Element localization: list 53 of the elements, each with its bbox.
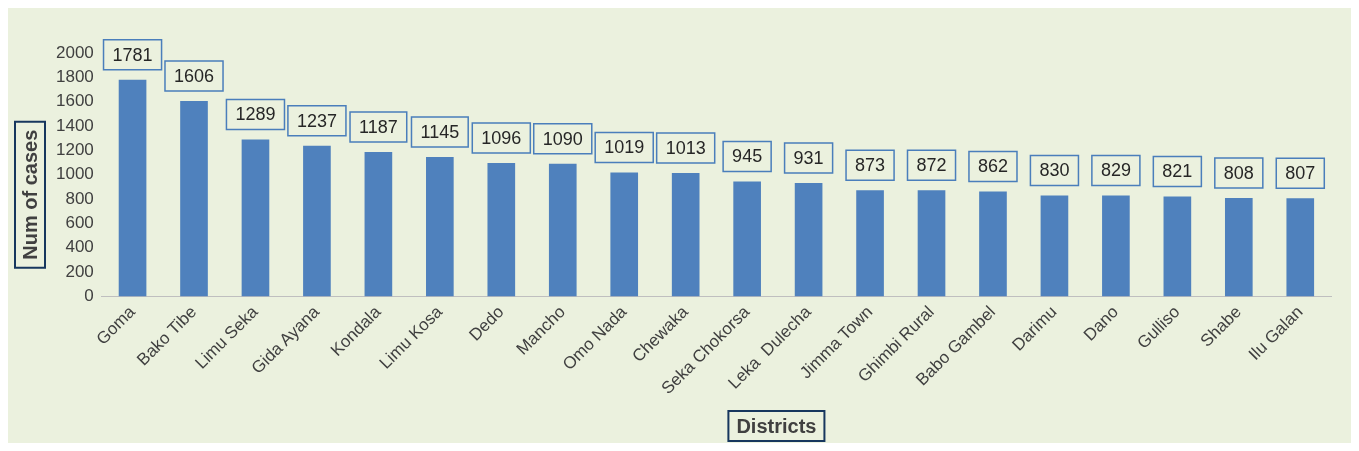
data-label: 1237 bbox=[296, 110, 337, 131]
y-tick-label: 2000 bbox=[55, 42, 94, 62]
y-tick-label: 200 bbox=[65, 261, 94, 281]
y-tick-label: 1000 bbox=[55, 164, 94, 184]
y-tick-label: 600 bbox=[65, 213, 94, 233]
data-label: 873 bbox=[855, 155, 886, 176]
bar bbox=[426, 157, 454, 297]
bar bbox=[1224, 198, 1253, 297]
data-label: 1145 bbox=[420, 122, 460, 143]
bar bbox=[1102, 195, 1130, 297]
data-label: 1781 bbox=[112, 44, 153, 65]
bar bbox=[118, 79, 147, 297]
data-label: 1090 bbox=[542, 128, 583, 149]
bar bbox=[364, 151, 393, 297]
y-tick-label: 1600 bbox=[55, 91, 94, 111]
data-label: 872 bbox=[916, 155, 947, 176]
data-label: 829 bbox=[1100, 160, 1131, 181]
y-tick-label: 1800 bbox=[55, 67, 94, 87]
bar bbox=[241, 139, 270, 297]
y-tick-label: 800 bbox=[65, 188, 94, 208]
bar bbox=[794, 183, 823, 297]
y-axis-title: Num of cases bbox=[18, 129, 41, 260]
bar bbox=[180, 100, 208, 297]
data-label: 1013 bbox=[665, 138, 706, 159]
bar bbox=[303, 145, 331, 297]
y-tick-label: 0 bbox=[84, 286, 94, 306]
y-tick-label: 1400 bbox=[55, 115, 94, 135]
data-label: 862 bbox=[977, 156, 1008, 177]
x-axis-title: Districts bbox=[736, 414, 817, 437]
y-tick-label: 1200 bbox=[55, 140, 94, 160]
data-label: 1187 bbox=[359, 116, 398, 137]
data-label: 830 bbox=[1039, 160, 1070, 181]
data-label: 807 bbox=[1285, 163, 1316, 184]
bar bbox=[856, 190, 884, 297]
bar bbox=[610, 172, 639, 297]
bar bbox=[548, 163, 577, 297]
data-label: 1019 bbox=[604, 137, 645, 158]
data-label: 931 bbox=[793, 148, 824, 169]
bar bbox=[487, 163, 516, 297]
y-tick-label: 400 bbox=[65, 237, 94, 257]
data-label: 1096 bbox=[481, 127, 522, 148]
bar bbox=[917, 190, 946, 297]
data-label: 1289 bbox=[235, 104, 276, 125]
bar bbox=[733, 181, 761, 297]
bar bbox=[1163, 196, 1192, 297]
data-label: 808 bbox=[1223, 163, 1254, 184]
data-label: 821 bbox=[1162, 161, 1193, 182]
bar bbox=[1040, 195, 1069, 297]
bar bbox=[671, 173, 700, 297]
bar bbox=[979, 191, 1007, 297]
data-label: 945 bbox=[732, 146, 763, 167]
bar bbox=[1286, 198, 1315, 297]
data-label: 1606 bbox=[173, 65, 215, 86]
